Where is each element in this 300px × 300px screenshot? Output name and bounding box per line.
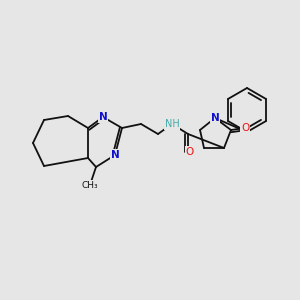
Text: NH: NH [165, 119, 179, 129]
Text: N: N [99, 112, 107, 122]
Text: O: O [186, 147, 194, 157]
Text: N: N [111, 150, 119, 160]
Text: O: O [241, 123, 249, 133]
Text: N: N [211, 113, 219, 123]
Text: CH₃: CH₃ [82, 181, 98, 190]
